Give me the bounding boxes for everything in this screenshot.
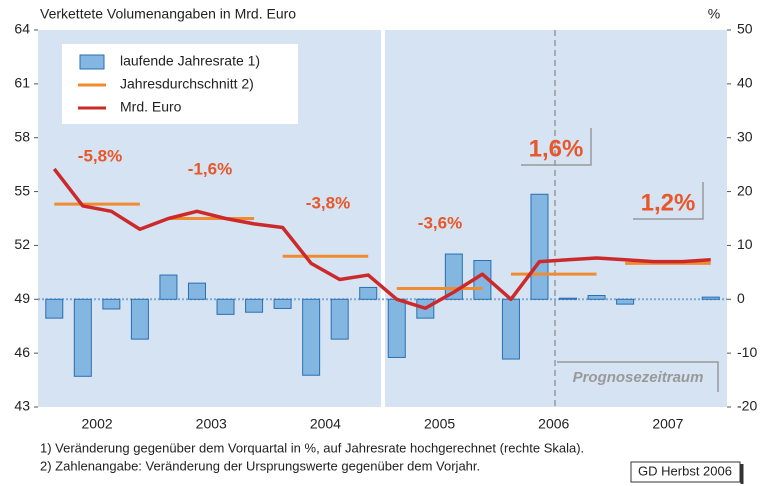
line	[52, 167, 711, 311]
source: GD Herbst 2006	[638, 463, 732, 478]
legend-label: laufende Jahresrate 1)	[120, 53, 260, 69]
annotation: 1,6%	[529, 135, 584, 162]
y-tick-label: 43	[14, 398, 30, 414]
annotation: -3,8%	[306, 193, 350, 212]
x-tick-label: 2005	[424, 416, 455, 432]
x-tick-label: 2007	[652, 416, 683, 432]
x-tick-label: 2004	[310, 416, 341, 432]
bar	[616, 298, 635, 305]
bar	[273, 298, 292, 309]
bar	[45, 298, 64, 319]
bar	[587, 295, 606, 300]
x-tick-label: 2003	[196, 416, 227, 432]
x-tick-label: 2002	[82, 416, 113, 432]
legend-swatch	[79, 54, 105, 70]
annotation: -5,8%	[78, 146, 122, 165]
bar	[216, 298, 235, 315]
annotation-frame	[521, 128, 592, 166]
footnote: 2) Zahlenangabe: Veränderung der Ursprun…	[40, 458, 480, 473]
forecast-label: Prognosezeitraum	[573, 369, 704, 386]
bar	[501, 298, 520, 360]
bar	[245, 298, 264, 313]
bar	[387, 298, 406, 358]
y2-tick-label: -20	[737, 398, 757, 414]
y2-tick-label: 10	[737, 236, 753, 252]
bar	[302, 298, 321, 376]
bar	[102, 298, 121, 310]
y2-tick-label: 40	[737, 75, 753, 91]
y2-tick-label: -10	[737, 344, 757, 360]
y-tick-label: 52	[14, 236, 30, 252]
annotation-frame	[633, 182, 704, 220]
y2-axis-label: %	[708, 6, 720, 22]
y2-tick-label: 20	[737, 182, 753, 198]
legend-label: Jahresdurchschnitt 2)	[120, 76, 254, 92]
bar	[530, 193, 549, 300]
bar	[701, 296, 720, 300]
bar	[330, 298, 349, 340]
y2-tick-label: 0	[737, 290, 745, 306]
source-box	[630, 461, 741, 483]
legend-label: Mrd. Euro	[120, 99, 182, 115]
y2-tick-label: 30	[737, 128, 753, 144]
bar	[187, 282, 206, 300]
y-tick-label: 46	[14, 344, 30, 360]
forecast-frame	[557, 361, 719, 392]
y-tick-label: 49	[14, 290, 30, 306]
annotation: -1,6%	[188, 159, 232, 178]
bar	[159, 274, 178, 300]
footnote: 1) Veränderung gegenüber dem Vorquartal …	[40, 440, 584, 455]
bar	[359, 286, 378, 300]
y-tick-label: 64	[14, 21, 30, 37]
annotation: -3,6%	[418, 213, 462, 232]
y-tick-label: 55	[14, 182, 30, 198]
bar	[73, 298, 92, 377]
annotation: 1,2%	[641, 189, 696, 216]
bar	[559, 297, 578, 300]
x-tick-label: 2006	[538, 416, 569, 432]
y-tick-label: 61	[14, 75, 30, 91]
bar	[130, 298, 149, 340]
chart-title: Verkettete Volumenangaben in Mrd. Euro	[40, 6, 296, 22]
y-tick-label: 58	[14, 128, 30, 144]
y2-tick-label: 50	[737, 21, 753, 37]
